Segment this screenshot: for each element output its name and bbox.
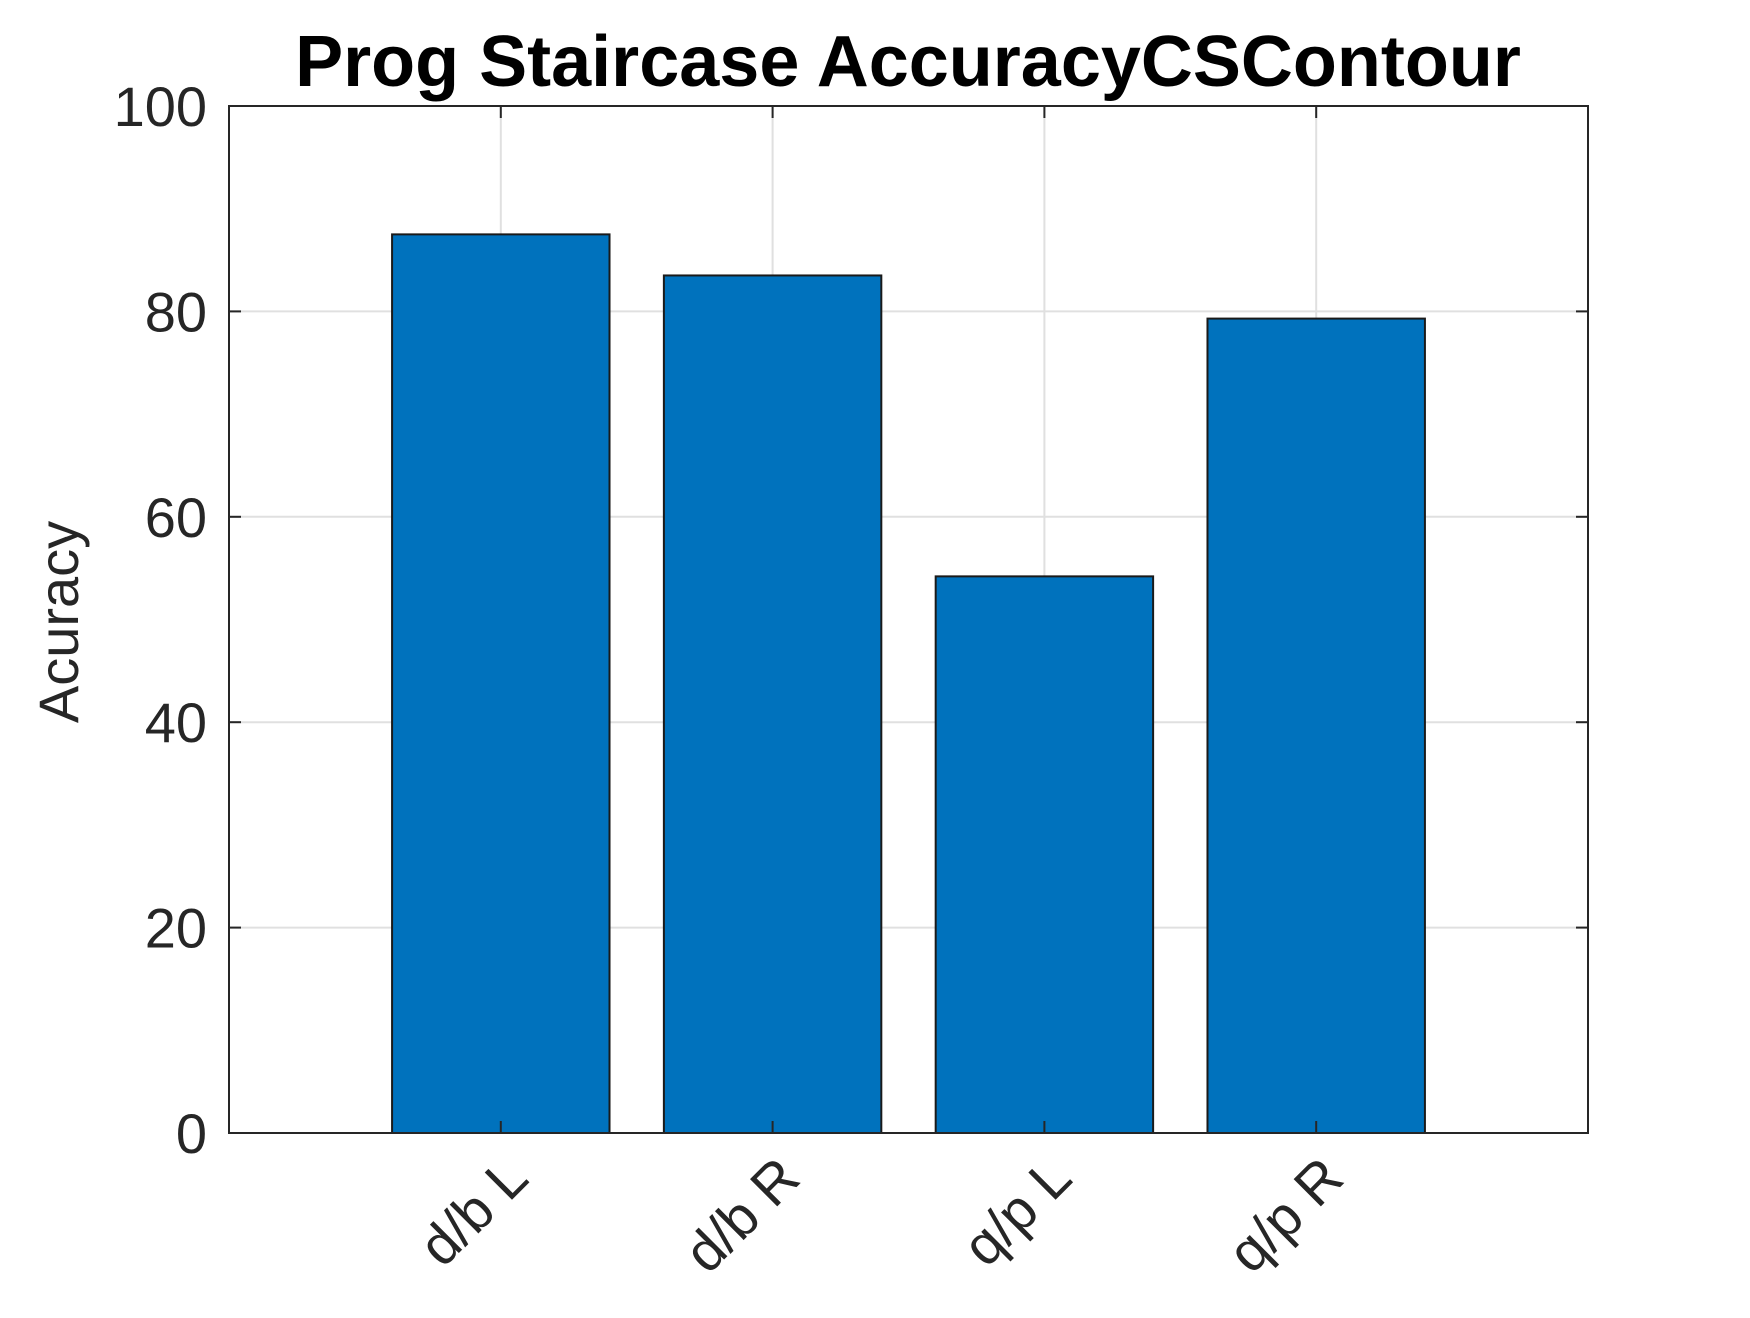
tick-layer bbox=[229, 105, 1588, 1134]
chart-title: Prog Staircase AccuracyCSContour bbox=[295, 22, 1521, 102]
y-tick-label: 60 bbox=[145, 486, 207, 549]
y-tick-label: 20 bbox=[145, 897, 207, 960]
x-tick-label: d/b R bbox=[672, 1145, 811, 1284]
axes-box bbox=[228, 105, 1589, 1134]
y-tick-label: 40 bbox=[145, 691, 207, 754]
y-tick-label: 80 bbox=[145, 280, 207, 343]
x-tick-label: q/p R bbox=[1215, 1145, 1354, 1284]
x-tick-label: d/b L bbox=[407, 1145, 540, 1278]
bar-1 bbox=[391, 233, 611, 1134]
y-tick-label: 0 bbox=[176, 1102, 207, 1165]
bar-4 bbox=[1206, 317, 1426, 1134]
bar-layer bbox=[391, 233, 1426, 1134]
y-axis-label: Acuracy bbox=[27, 521, 90, 723]
bar-2 bbox=[662, 274, 883, 1134]
x-tick-label: q/p L bbox=[950, 1145, 1083, 1278]
bar-3 bbox=[934, 575, 1155, 1134]
y-tick-label: 100 bbox=[114, 75, 207, 138]
